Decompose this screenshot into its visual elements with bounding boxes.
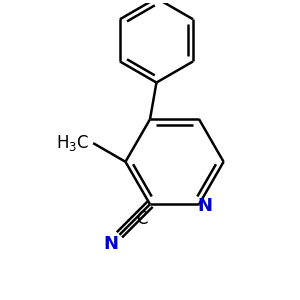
Text: H$_3$C: H$_3$C xyxy=(56,133,89,153)
Text: N: N xyxy=(197,197,212,215)
Text: C: C xyxy=(136,210,147,228)
Text: N: N xyxy=(103,235,118,253)
